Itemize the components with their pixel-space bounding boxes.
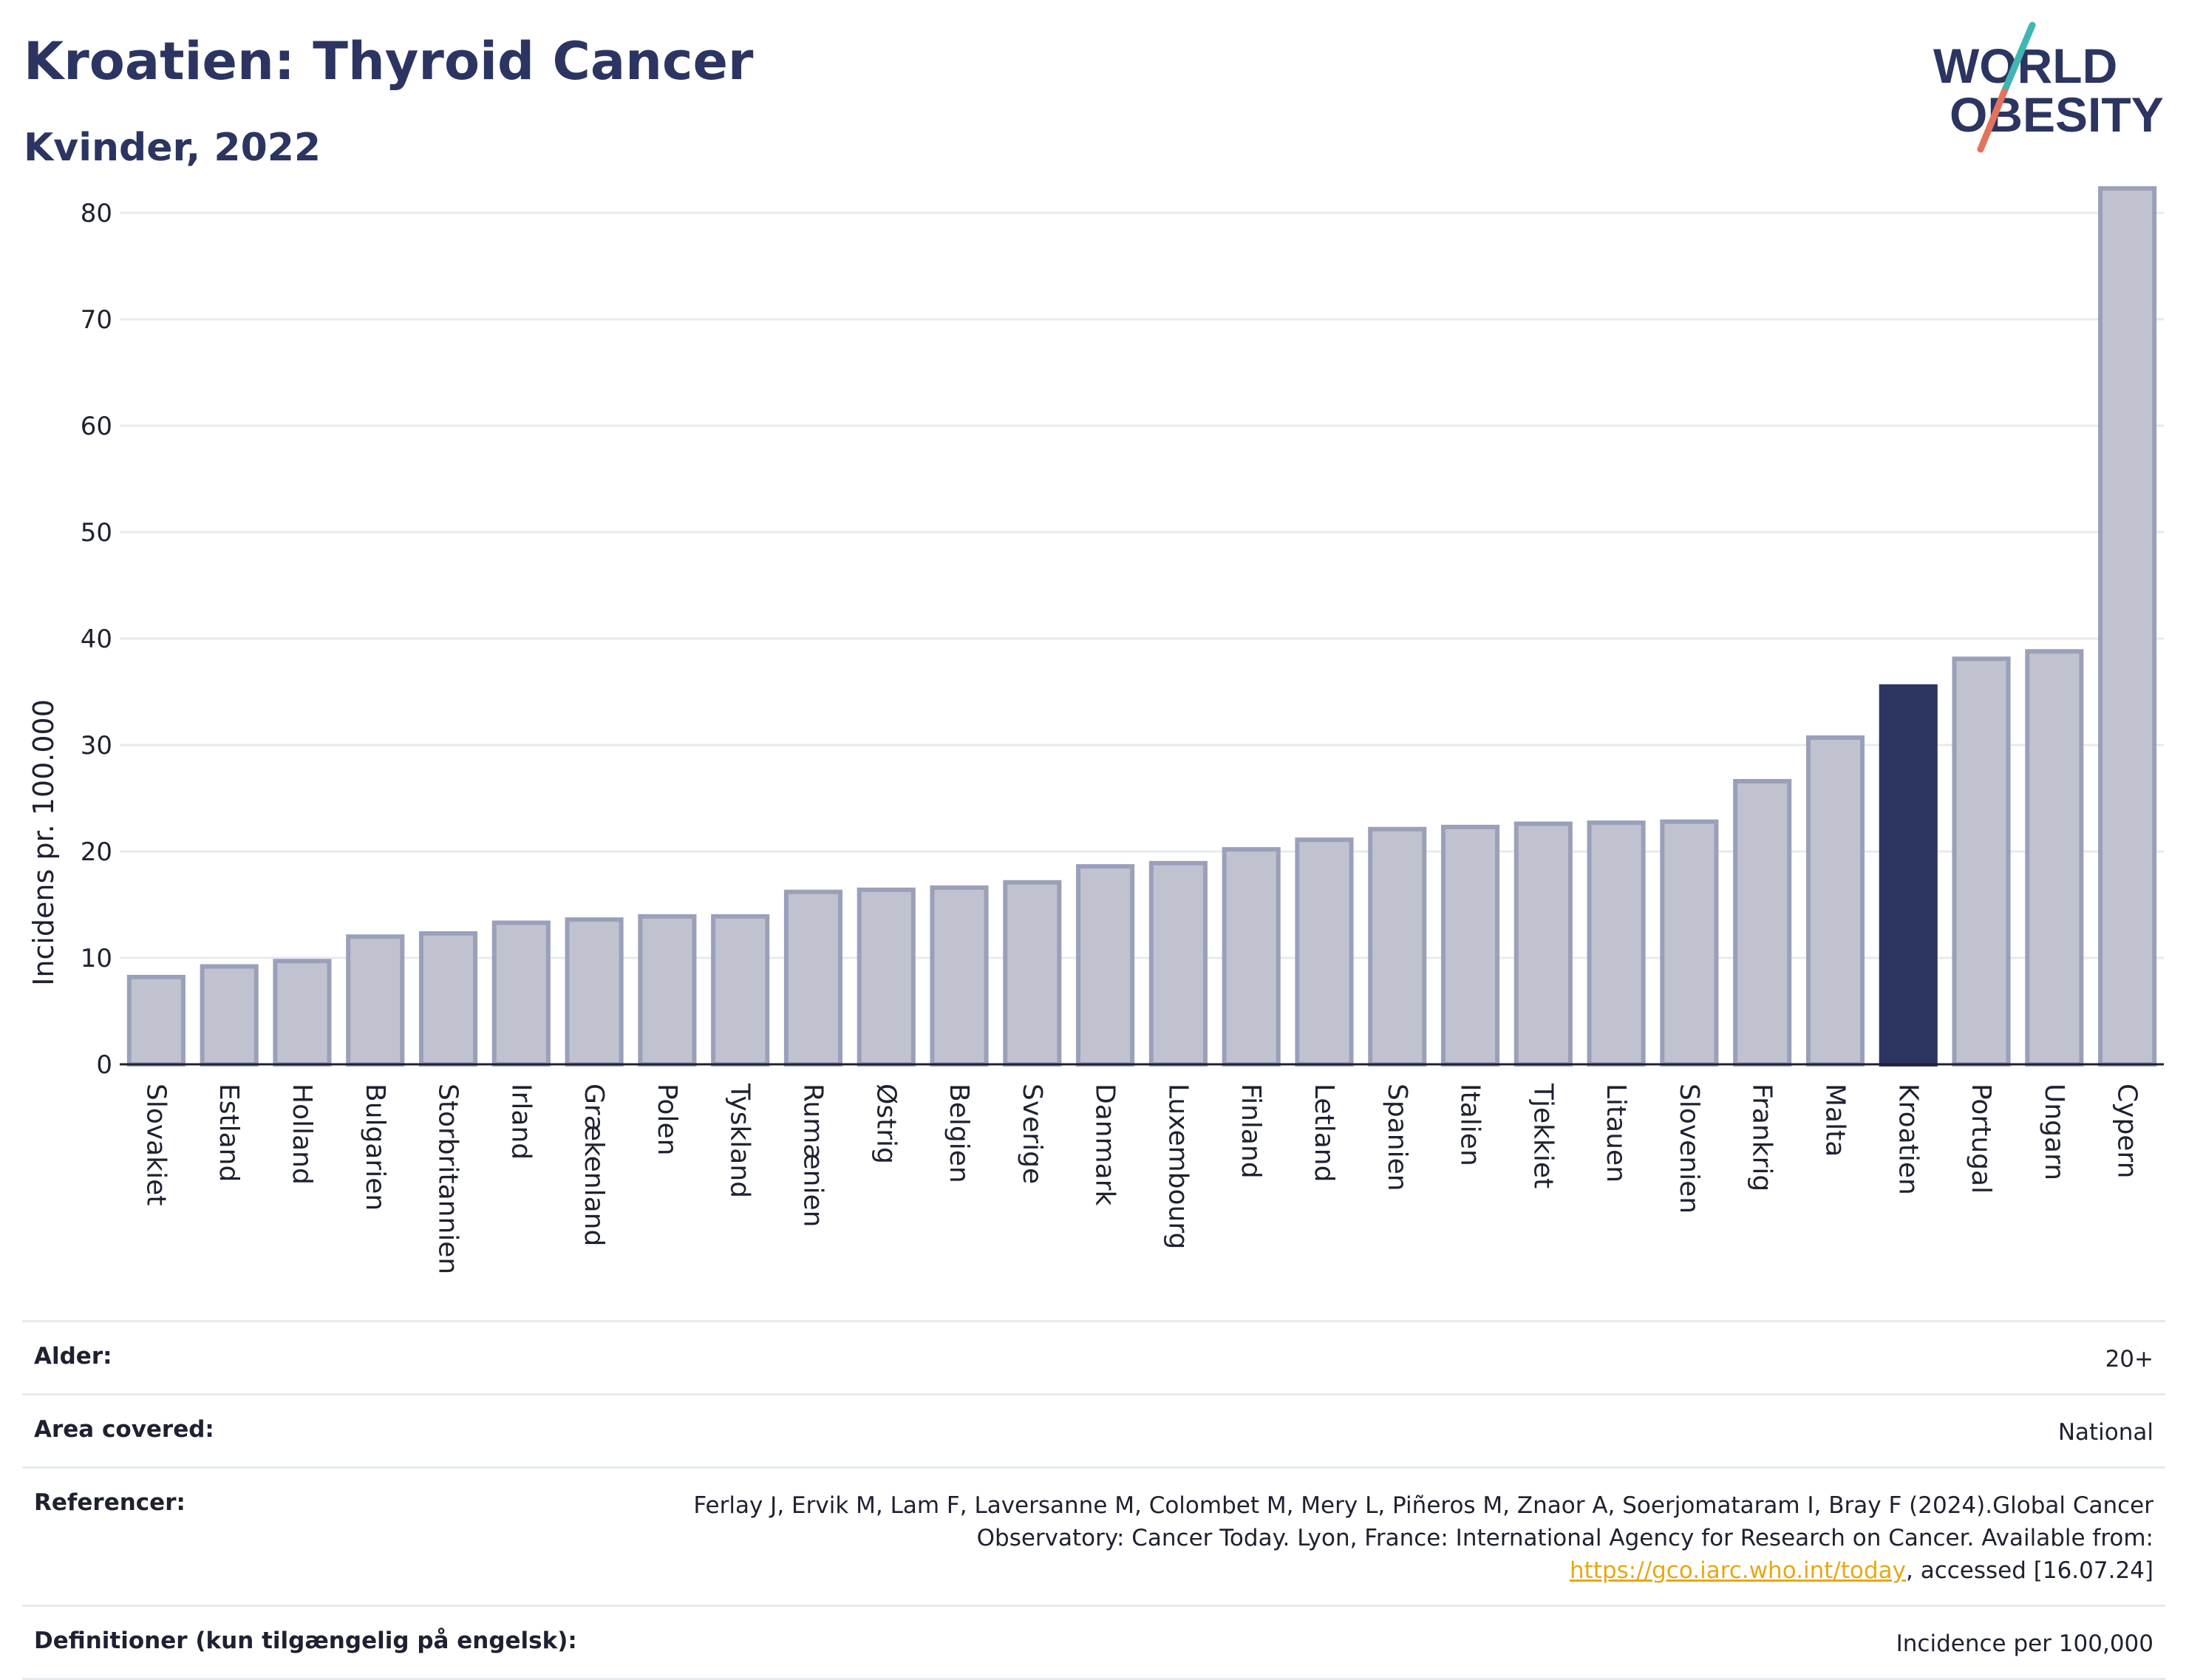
x-tick-label: Bulgarien [360, 1084, 390, 1211]
bar-estland [200, 964, 259, 1067]
info-value: Incidence per 100,000 [1896, 1630, 2153, 1657]
info-label: Alder: [34, 1343, 112, 1370]
bar-tyskland [711, 914, 770, 1067]
x-tick-label: Kroatien [1893, 1084, 1923, 1195]
references-link[interactable]: https://gco.iarc.who.int/today [1570, 1557, 1906, 1584]
x-tick-label: Frankrig [1747, 1084, 1777, 1191]
references-pre: Ferlay J, Ervik M, Lam F, Laversanne M, … [693, 1492, 2153, 1551]
bar-malta [1805, 735, 1865, 1067]
bar-kroatien [1879, 684, 1938, 1067]
info-label: Referencer: [34, 1489, 185, 1516]
bars [126, 186, 2157, 1067]
y-tick-label: 20 [81, 837, 112, 867]
bar-finland [1222, 847, 1281, 1067]
info-row-area: Area covered: National [22, 1393, 2165, 1466]
bar-litauen [1587, 820, 1646, 1067]
bar-storbritannien [418, 931, 478, 1067]
x-tick-labels: Slovakiet Estland Holland Bulgarien Storbrit… [140, 1083, 2142, 1274]
page-title: Kroatien: Thyroid Cancer [24, 31, 754, 92]
info-value: 20+ [2105, 1346, 2153, 1373]
world-obesity-logo: WORLD OBESITY [1933, 21, 2164, 153]
info-table: Alder: 20+ Area covered: National Refere… [22, 1320, 2165, 1680]
bar-grækenland [565, 917, 624, 1067]
y-tick-label: 30 [81, 731, 112, 761]
bar-irland [491, 920, 551, 1067]
bar-polen [638, 914, 697, 1067]
x-tick-label: Slovakiet [140, 1084, 171, 1205]
bar-chart: 0 10 20 30 40 50 60 70 80 Slovakiet Estland Hollan… [27, 186, 2164, 1274]
x-tick-label: Litauen [1601, 1084, 1631, 1183]
bar-bulgarien [346, 934, 405, 1067]
x-tick-label: Belgien [944, 1084, 974, 1183]
x-tick-label: Estland [214, 1084, 244, 1182]
x-tick-label: Holland [287, 1084, 317, 1185]
info-row-definitions: Definitioner (kun tilgængelig på engelsk… [22, 1605, 2165, 1680]
bar-luxembourg [1148, 860, 1208, 1067]
y-axis-label: Incidens pr. 100.000 [27, 699, 60, 986]
bar-letland [1295, 837, 1354, 1067]
bar-slovakiet [126, 974, 185, 1067]
x-tick-label: Portugal [1966, 1084, 1996, 1194]
x-tick-label: Sverige [1017, 1084, 1047, 1184]
bar-portugal [1952, 656, 2011, 1067]
logo-slash-teal [2001, 21, 2036, 95]
info-row-references: Referencer: Ferlay J, Ervik M, Lam F, La… [22, 1466, 2165, 1605]
bar-rumænien [783, 889, 843, 1067]
y-tick-label: 40 [81, 625, 112, 654]
bar-sverige [1003, 880, 1062, 1067]
x-tick-label: Italien [1455, 1084, 1485, 1166]
bar-italien [1440, 824, 1500, 1067]
x-tick-label: Spanien [1382, 1084, 1412, 1191]
y-tick-label: 50 [81, 518, 112, 548]
x-tick-label: Rumænien [797, 1084, 828, 1227]
x-tick-label: Polen [652, 1084, 682, 1155]
x-tick-label: Ungarn [2039, 1084, 2069, 1180]
x-tick-label: Grækenland [579, 1084, 609, 1246]
bar-ungarn [2025, 649, 2084, 1067]
x-tick-label: Letland [1309, 1084, 1339, 1182]
x-tick-label: Slovenien [1674, 1084, 1704, 1214]
y-tick-label: 10 [81, 944, 112, 973]
y-tick-label: 60 [81, 412, 112, 441]
x-tick-label: Malta [1819, 1084, 1850, 1157]
bar-danmark [1076, 864, 1135, 1067]
x-tick-label: Irland [505, 1084, 536, 1160]
bar-tjekkiet [1513, 821, 1573, 1067]
bar-spanien [1368, 826, 1427, 1067]
x-tick-label: Tjekkiet [1528, 1083, 1558, 1188]
page-subtitle: Kvinder, 2022 [24, 126, 321, 170]
info-label: Area covered: [34, 1416, 214, 1443]
x-tick-label: Storbritannien [433, 1084, 463, 1274]
x-tick-label: Danmark [1090, 1084, 1120, 1206]
references-text: Ferlay J, Ervik M, Lam F, Laversanne M, … [646, 1489, 2153, 1587]
bar-belgien [930, 885, 989, 1067]
logo-slash-coral [1977, 88, 2008, 153]
info-row-age: Alder: 20+ [22, 1320, 2165, 1393]
x-tick-label: Tyskland [725, 1083, 755, 1198]
references-post: , accessed [16.07.24] [1905, 1557, 2153, 1584]
x-tick-label: Cypern [2112, 1084, 2142, 1178]
x-tick-label: Luxembourg [1162, 1084, 1193, 1249]
bar-holland [273, 959, 332, 1067]
y-tick-label: 70 [81, 305, 112, 335]
bar-frankrig [1733, 778, 1792, 1067]
x-tick-label: Finland [1236, 1084, 1266, 1179]
bar-slovenien [1660, 819, 1719, 1067]
info-value: National [2057, 1419, 2153, 1446]
bar-cypern [2098, 186, 2157, 1067]
y-tick-label: 0 [96, 1050, 112, 1080]
x-tick-label: Østrig [871, 1084, 901, 1164]
bar-østrig [857, 887, 916, 1067]
y-tick-labels: 0 10 20 30 40 50 60 70 80 [81, 199, 112, 1080]
info-label: Definitioner (kun tilgængelig på engelsk… [34, 1628, 577, 1654]
y-tick-label: 80 [81, 199, 112, 228]
